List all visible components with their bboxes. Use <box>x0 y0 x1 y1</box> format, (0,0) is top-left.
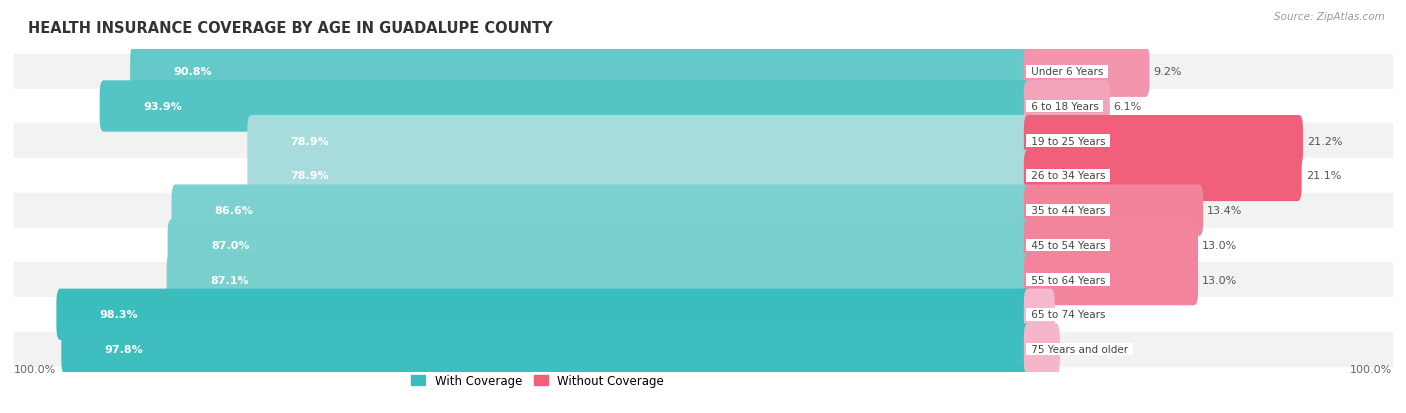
FancyBboxPatch shape <box>131 46 1032 98</box>
Text: 90.8%: 90.8% <box>173 67 212 77</box>
Text: 26 to 34 Years: 26 to 34 Years <box>1028 171 1108 181</box>
Text: 93.9%: 93.9% <box>143 102 181 112</box>
Bar <box>14 263 1392 297</box>
Text: 97.8%: 97.8% <box>104 344 143 354</box>
FancyBboxPatch shape <box>56 289 1032 340</box>
Text: 13.0%: 13.0% <box>1202 275 1237 285</box>
FancyBboxPatch shape <box>172 185 1032 236</box>
Text: 21.2%: 21.2% <box>1308 136 1343 146</box>
Text: 55 to 64 Years: 55 to 64 Years <box>1028 275 1108 285</box>
Text: 75 Years and older: 75 Years and older <box>1028 344 1132 354</box>
Text: 6.1%: 6.1% <box>1114 102 1142 112</box>
Bar <box>14 297 1392 332</box>
Text: 9.2%: 9.2% <box>1153 67 1182 77</box>
Bar <box>14 228 1392 263</box>
Text: 19 to 25 Years: 19 to 25 Years <box>1028 136 1108 146</box>
Bar <box>14 89 1392 124</box>
Bar <box>14 332 1392 366</box>
FancyBboxPatch shape <box>100 81 1032 132</box>
Text: 86.6%: 86.6% <box>215 206 253 216</box>
Bar <box>14 55 1392 89</box>
FancyBboxPatch shape <box>1024 46 1150 98</box>
Text: 98.3%: 98.3% <box>100 310 138 320</box>
Text: 13.4%: 13.4% <box>1208 206 1243 216</box>
Text: HEALTH INSURANCE COVERAGE BY AGE IN GUADALUPE COUNTY: HEALTH INSURANCE COVERAGE BY AGE IN GUAD… <box>28 21 553 36</box>
Legend: With Coverage, Without Coverage: With Coverage, Without Coverage <box>406 369 669 392</box>
FancyBboxPatch shape <box>1024 323 1060 375</box>
FancyBboxPatch shape <box>1024 185 1204 236</box>
Text: 87.0%: 87.0% <box>211 240 249 250</box>
FancyBboxPatch shape <box>1024 150 1302 202</box>
Text: 100.0%: 100.0% <box>14 364 56 374</box>
Text: 65 to 74 Years: 65 to 74 Years <box>1028 310 1108 320</box>
Text: 21.1%: 21.1% <box>1306 171 1341 181</box>
Text: Source: ZipAtlas.com: Source: ZipAtlas.com <box>1274 12 1385 22</box>
Text: 13.0%: 13.0% <box>1202 240 1237 250</box>
FancyBboxPatch shape <box>1024 81 1109 132</box>
Text: 6 to 18 Years: 6 to 18 Years <box>1028 102 1102 112</box>
Bar <box>14 159 1392 193</box>
FancyBboxPatch shape <box>247 116 1032 167</box>
Text: Under 6 Years: Under 6 Years <box>1028 67 1107 77</box>
FancyBboxPatch shape <box>1024 116 1303 167</box>
FancyBboxPatch shape <box>62 323 1032 375</box>
Text: 1.8%: 1.8% <box>1059 310 1087 320</box>
Text: 78.9%: 78.9% <box>291 171 329 181</box>
Text: 45 to 54 Years: 45 to 54 Years <box>1028 240 1108 250</box>
Text: 78.9%: 78.9% <box>291 136 329 146</box>
FancyBboxPatch shape <box>1024 220 1198 271</box>
Bar <box>14 193 1392 228</box>
FancyBboxPatch shape <box>247 150 1032 202</box>
Bar <box>14 124 1392 159</box>
Text: 35 to 44 Years: 35 to 44 Years <box>1028 206 1108 216</box>
FancyBboxPatch shape <box>1024 254 1198 306</box>
FancyBboxPatch shape <box>166 254 1032 306</box>
FancyBboxPatch shape <box>1024 289 1054 340</box>
FancyBboxPatch shape <box>167 220 1032 271</box>
Text: 87.1%: 87.1% <box>209 275 249 285</box>
Text: 2.2%: 2.2% <box>1064 344 1092 354</box>
Text: 100.0%: 100.0% <box>1350 364 1392 374</box>
